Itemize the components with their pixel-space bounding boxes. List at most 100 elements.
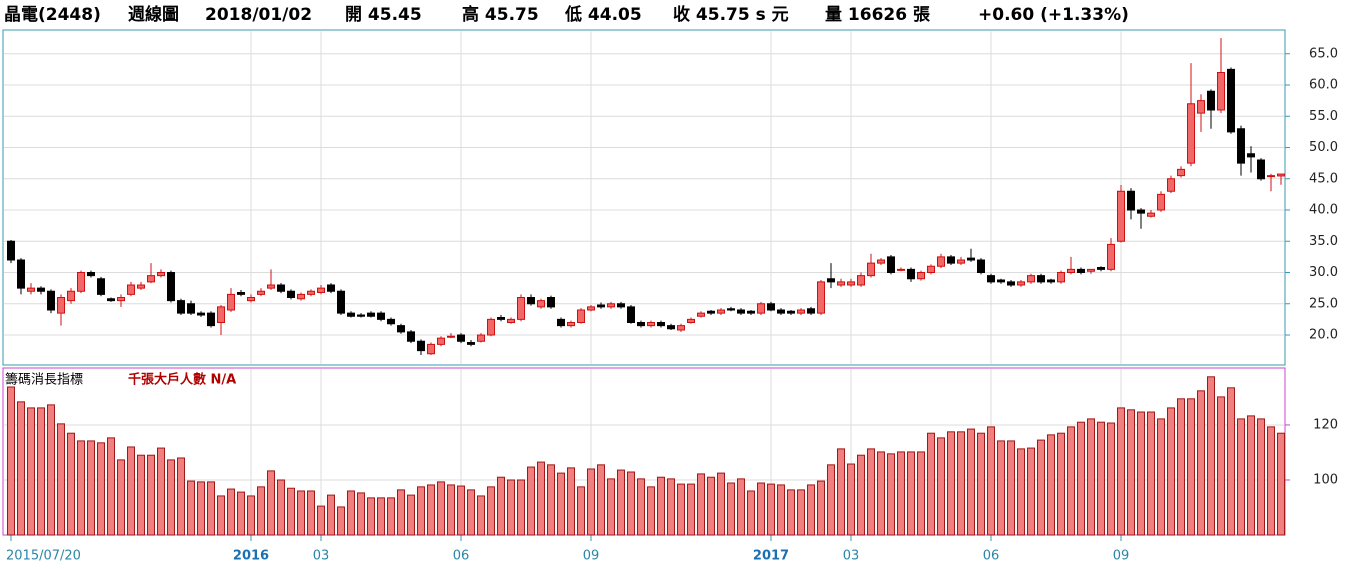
candle-body xyxy=(747,310,755,314)
bar xyxy=(537,461,545,536)
bar xyxy=(17,401,25,536)
bar xyxy=(787,489,795,536)
bar xyxy=(927,432,935,536)
candle-body xyxy=(757,303,765,314)
bar xyxy=(407,494,415,536)
bar xyxy=(887,453,895,536)
bar xyxy=(387,497,395,536)
bar xyxy=(157,447,165,536)
candle-body xyxy=(1017,281,1025,286)
candle-body xyxy=(107,298,115,302)
header-item: 2018/01/02 xyxy=(205,5,312,25)
bar xyxy=(767,483,775,536)
y-tick-label: 40.0 xyxy=(1309,203,1338,218)
candle-body xyxy=(917,272,925,280)
candle-body xyxy=(967,257,975,261)
header-item: 高 45.75 xyxy=(462,4,539,25)
bar xyxy=(687,483,695,536)
candle-body xyxy=(157,272,165,277)
bar xyxy=(297,490,305,536)
candle-body xyxy=(1157,193,1165,211)
bar xyxy=(817,480,825,536)
bar xyxy=(1127,409,1135,536)
bar xyxy=(347,490,355,536)
candle-body xyxy=(887,256,895,273)
candle-body xyxy=(37,287,45,292)
bar xyxy=(717,472,725,536)
candle-body xyxy=(997,279,1005,283)
bar xyxy=(1267,426,1275,536)
candle-body xyxy=(307,290,315,295)
candle-body xyxy=(1277,173,1285,177)
candle-body xyxy=(657,322,665,327)
candle-body xyxy=(127,284,135,295)
bar xyxy=(547,464,555,536)
candle-body xyxy=(587,306,595,311)
bar xyxy=(117,459,125,536)
bar xyxy=(727,482,735,536)
candle-body xyxy=(1067,268,1075,273)
bar xyxy=(627,471,635,536)
bar xyxy=(617,469,625,536)
candle-body xyxy=(77,272,85,292)
candle-body xyxy=(847,281,855,286)
candle-body xyxy=(827,278,835,283)
bar xyxy=(447,484,455,536)
y-tick-label: 25.0 xyxy=(1309,296,1338,311)
header-item: 開 45.45 xyxy=(345,5,422,25)
candle-body xyxy=(787,310,795,314)
bar xyxy=(1147,411,1155,536)
bar xyxy=(337,506,345,536)
indicator-title: 籌碼消長指標 xyxy=(5,373,83,388)
bar xyxy=(457,485,465,536)
x-tick-label: 06 xyxy=(983,549,1000,564)
bar xyxy=(197,481,205,536)
candle-body xyxy=(17,259,25,289)
bar xyxy=(797,489,805,536)
y-tick-label: 60.0 xyxy=(1309,78,1338,93)
candle-body xyxy=(527,297,535,305)
candle-body xyxy=(1257,159,1265,180)
candle-body xyxy=(317,287,325,293)
bar xyxy=(1257,418,1265,536)
bar xyxy=(757,482,765,536)
bar xyxy=(577,486,585,536)
candle-body xyxy=(477,334,485,342)
candle-body xyxy=(1037,275,1045,283)
bar xyxy=(137,454,145,536)
candle-body xyxy=(1247,153,1255,158)
candle-body xyxy=(697,312,705,317)
candle-body xyxy=(677,325,685,331)
candle-body xyxy=(1197,100,1205,114)
bar xyxy=(937,437,945,536)
bar xyxy=(237,491,245,536)
bar xyxy=(67,432,75,536)
candle-body xyxy=(717,309,725,314)
bar xyxy=(1057,432,1065,536)
candle-body xyxy=(1117,190,1125,242)
bar xyxy=(147,454,155,536)
bar xyxy=(57,423,65,536)
bar xyxy=(857,454,865,536)
bar xyxy=(667,478,675,536)
price-panel xyxy=(2,29,1286,366)
bar xyxy=(1187,398,1195,536)
bar xyxy=(307,490,315,536)
x-tick-label: 2016 xyxy=(233,549,269,564)
x-tick-label: 03 xyxy=(313,549,330,564)
candle-body xyxy=(347,312,355,317)
candle-body xyxy=(47,290,55,311)
candle-body xyxy=(807,308,815,314)
candle-body xyxy=(167,272,175,302)
candle-body xyxy=(1167,178,1175,192)
candle-body xyxy=(927,265,935,273)
candle-body xyxy=(187,303,195,314)
candle-body xyxy=(537,300,545,308)
bar xyxy=(227,488,235,536)
bar xyxy=(597,464,605,536)
bar xyxy=(317,505,325,536)
bar xyxy=(177,457,185,536)
bar xyxy=(87,440,95,536)
candle-body xyxy=(707,310,715,314)
header-item: 晶電(2448) xyxy=(4,5,101,25)
